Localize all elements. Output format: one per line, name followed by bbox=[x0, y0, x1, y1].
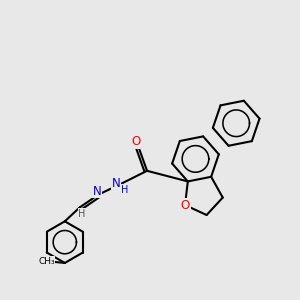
Text: CH₃: CH₃ bbox=[38, 257, 55, 266]
Text: H: H bbox=[78, 209, 86, 219]
Text: O: O bbox=[132, 135, 141, 148]
Text: N: N bbox=[112, 177, 120, 190]
Text: H: H bbox=[121, 184, 128, 195]
Text: O: O bbox=[180, 199, 190, 212]
Text: N: N bbox=[93, 184, 101, 197]
